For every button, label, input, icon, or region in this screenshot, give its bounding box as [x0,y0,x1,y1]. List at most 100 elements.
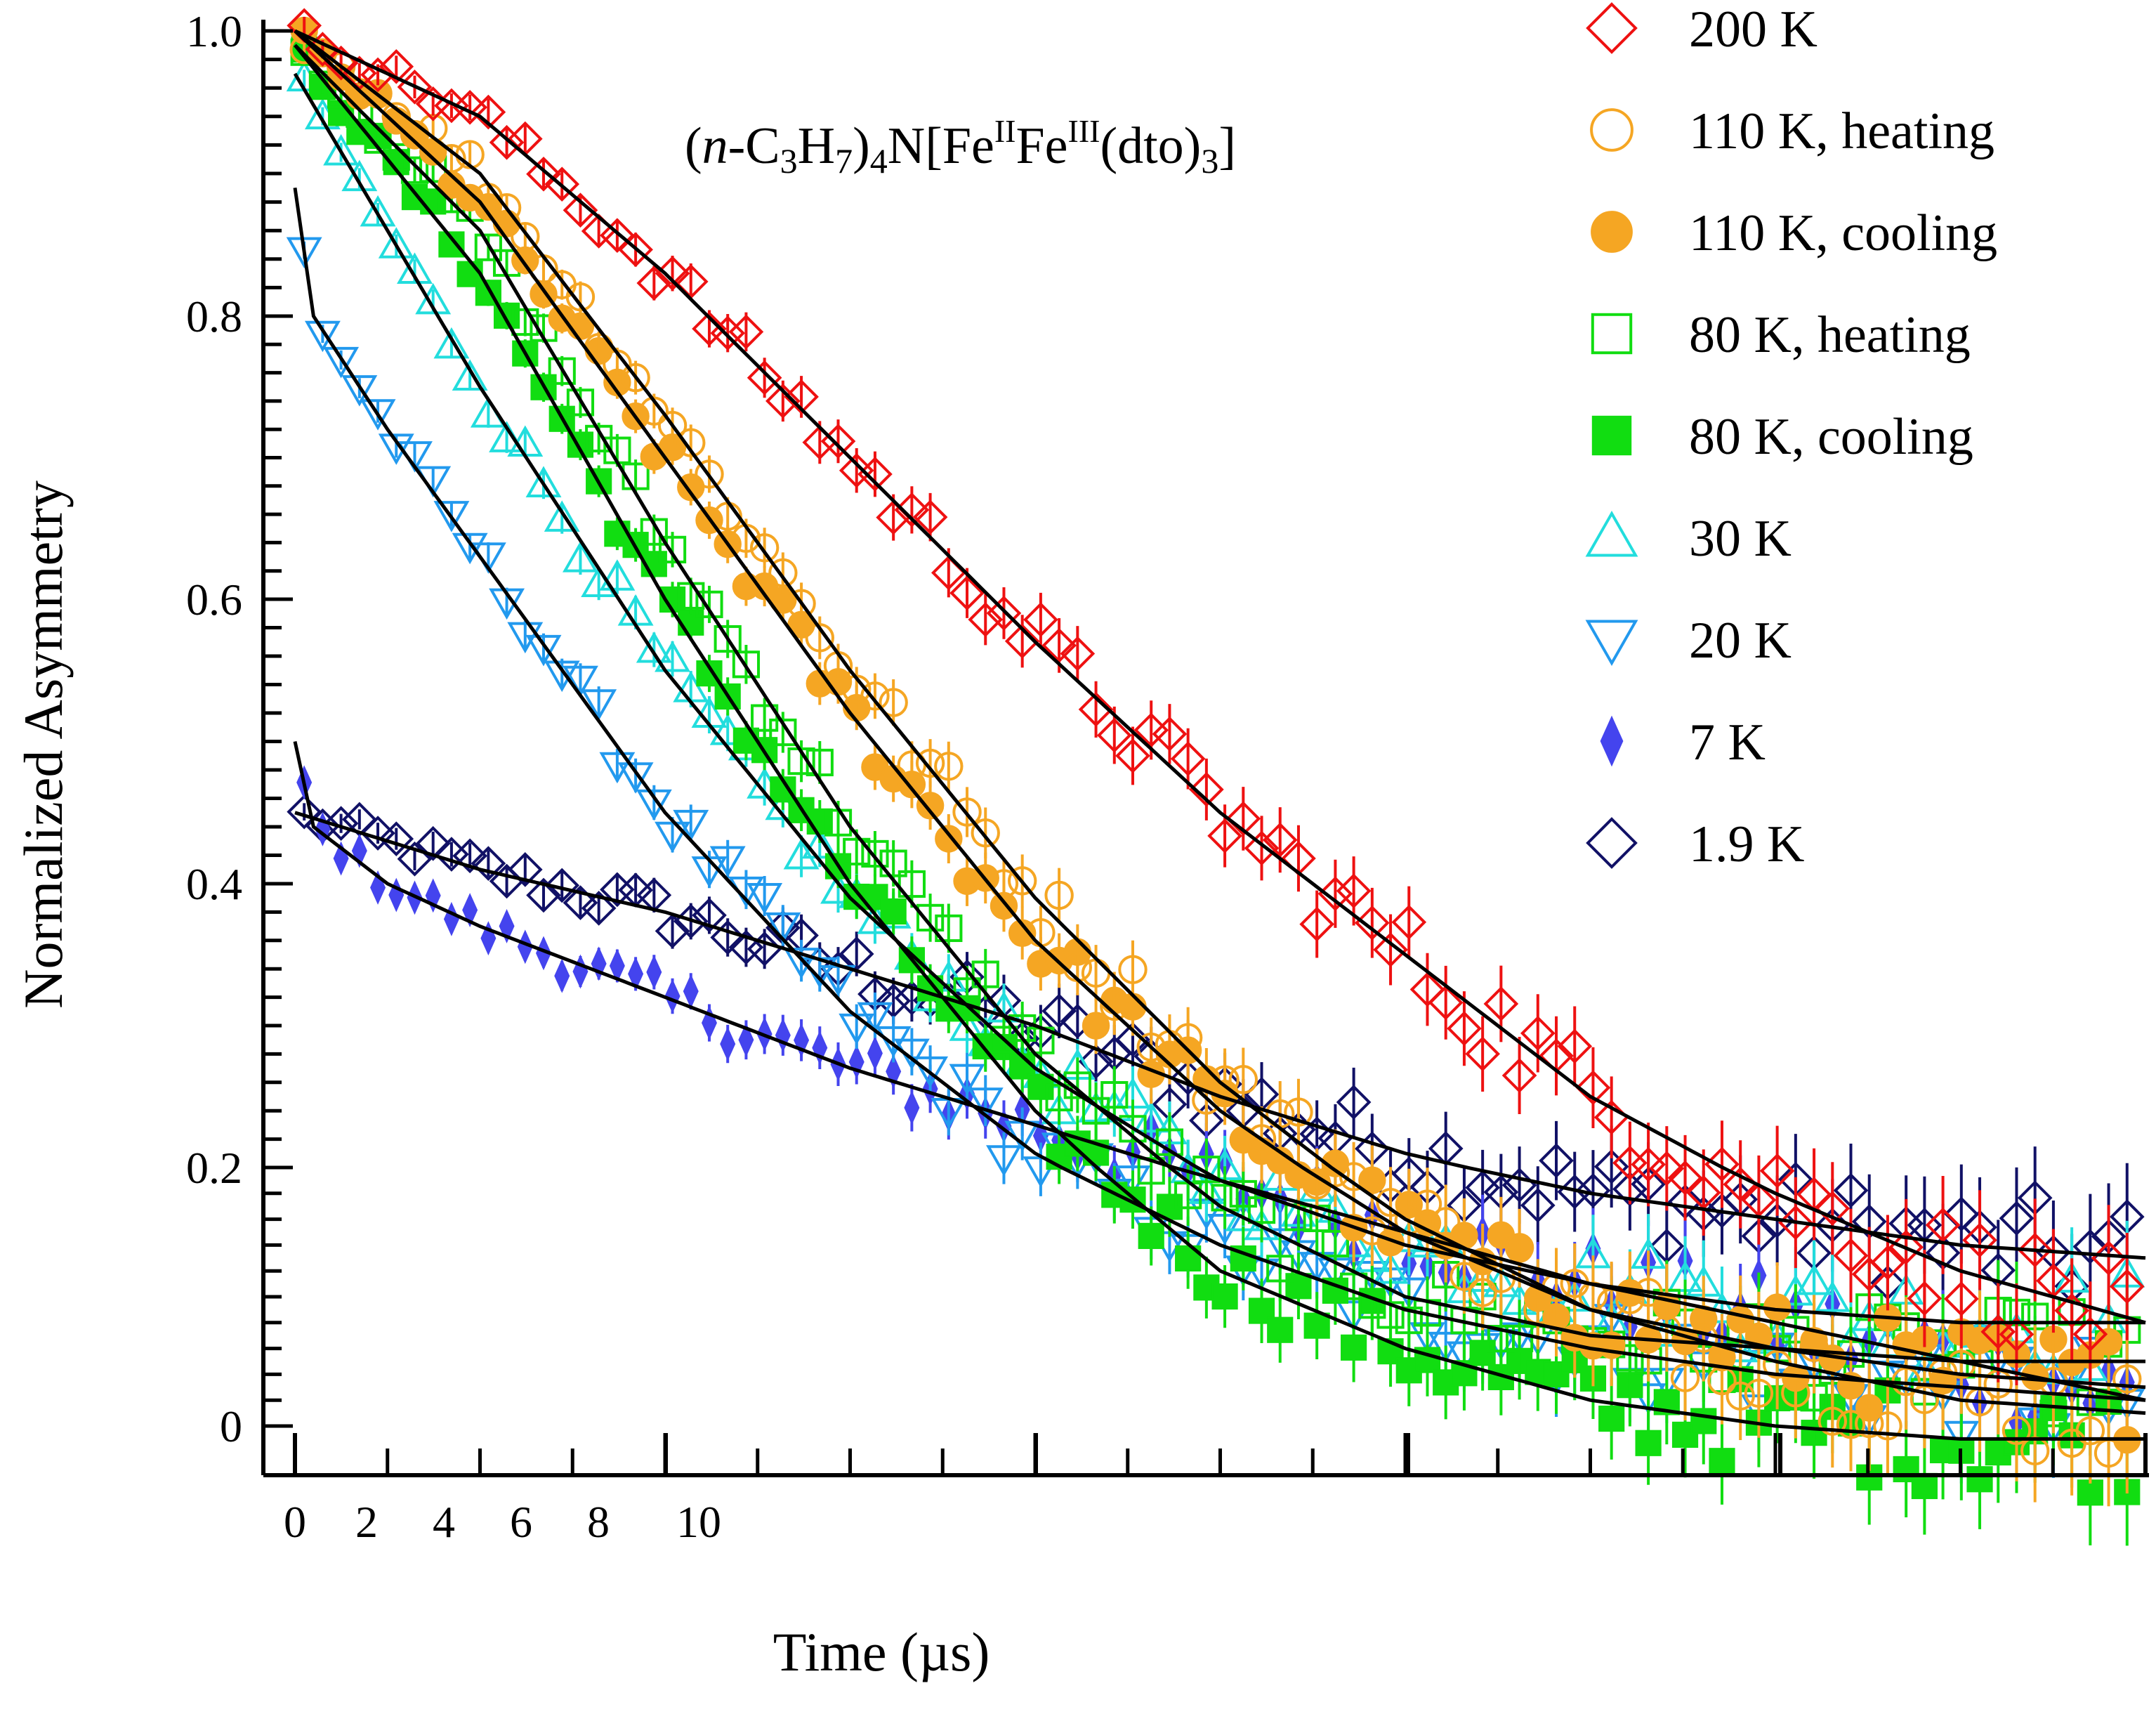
data-point [1501,1058,1537,1093]
data-point [768,558,798,588]
fit-curve [294,30,2146,1415]
data-point [1505,1324,1534,1352]
data-point [1228,1065,1258,1094]
data-point [1391,904,1427,940]
fit-curve [294,44,2145,1441]
data-point [1709,1448,1735,1474]
data-point [544,868,580,903]
data-point [714,624,742,653]
data-point [2001,1415,2032,1446]
y-tick-label: 0.8 [186,292,242,341]
data-point [765,912,801,944]
data-point [986,596,1022,631]
data-point [1412,1189,1442,1219]
data-point [415,825,451,861]
data-point [738,1022,754,1057]
data-point [379,821,414,856]
data-point [341,375,378,407]
x-tick-label: 4 [433,1497,455,1547]
data-point [1336,873,1372,909]
legend-marker [1591,313,1633,355]
legend-marker [1585,620,1638,667]
x-tick-label: 0 [284,1497,306,1547]
data-point [1836,1410,1866,1439]
data-point [544,500,580,532]
data-point [1225,801,1261,837]
data-point [636,631,672,663]
data-point [1096,717,1132,753]
data-point [1060,636,1096,672]
data-point [2017,1232,2053,1268]
data-point [1267,1316,1294,1343]
data-point [765,384,801,419]
data-point [581,689,617,721]
data-point [622,462,650,490]
data-point [1818,1406,1847,1436]
y-tick-label: 0.2 [186,1143,242,1193]
data-point [1391,1277,1427,1309]
data-point [599,559,636,591]
data-point [986,1145,1022,1177]
data-point [452,89,487,125]
data-point [971,960,999,988]
data-point [655,913,690,949]
data-point [452,838,487,874]
data-point [1100,1080,1129,1109]
data-point [971,818,1000,848]
data-point [1999,1201,2035,1236]
data-point [1575,1172,1611,1208]
data-point [1690,1408,1717,1434]
y-tick-label: 0.6 [186,575,242,624]
legend-entry: 20 K [1585,612,1792,669]
data-point [879,688,908,717]
legend-marker [1590,108,1634,152]
data-point [1044,880,1074,910]
data-point [857,1002,893,1034]
legend-marker [1585,510,1638,557]
data-point [1428,985,1464,1021]
legend-label: 20 K [1689,612,1792,669]
data-point [1465,1036,1500,1072]
legend-entry: 110 K, cooling [1591,204,1997,262]
data-point [1078,1044,1114,1079]
data-point [1004,623,1040,659]
data-point [1115,1022,1150,1057]
fit-curve [294,30,2146,1389]
data-point [1539,1143,1574,1179]
data-point [433,501,470,532]
data-point [728,314,764,350]
data-point [1207,818,1242,854]
data-point [1100,991,1129,1021]
legend-entry: 110 K, heating [1590,103,1994,160]
data-point [783,948,820,979]
data-point [894,492,930,528]
data-point [1336,1085,1372,1120]
data-point [2075,1416,2105,1446]
data-point [286,237,322,269]
data-point [1468,1278,1497,1307]
data-point [812,1031,828,1066]
x-tick-label: 2 [355,1497,378,1547]
data-point [1487,1325,1515,1353]
data-point [1247,1196,1276,1224]
data-point [548,357,576,385]
data-point [673,809,709,842]
data-point [695,590,723,618]
legend-label: 7 K [1689,714,1766,771]
data-point [710,920,746,955]
data-point [916,903,945,931]
legend-label: 110 K, heating [1689,103,1994,160]
data-point [1814,1281,1851,1312]
data-point [511,221,540,251]
legend-marker [1586,817,1638,869]
data-point [657,410,688,440]
data-point [1504,1233,1534,1262]
fit-curve [294,44,2145,1363]
data-point [967,1087,1004,1119]
data-point [639,396,669,426]
data-point [563,192,598,228]
data-point [1726,1381,1755,1411]
data-point [492,192,522,223]
data-point [783,837,820,870]
data-point [952,797,982,827]
